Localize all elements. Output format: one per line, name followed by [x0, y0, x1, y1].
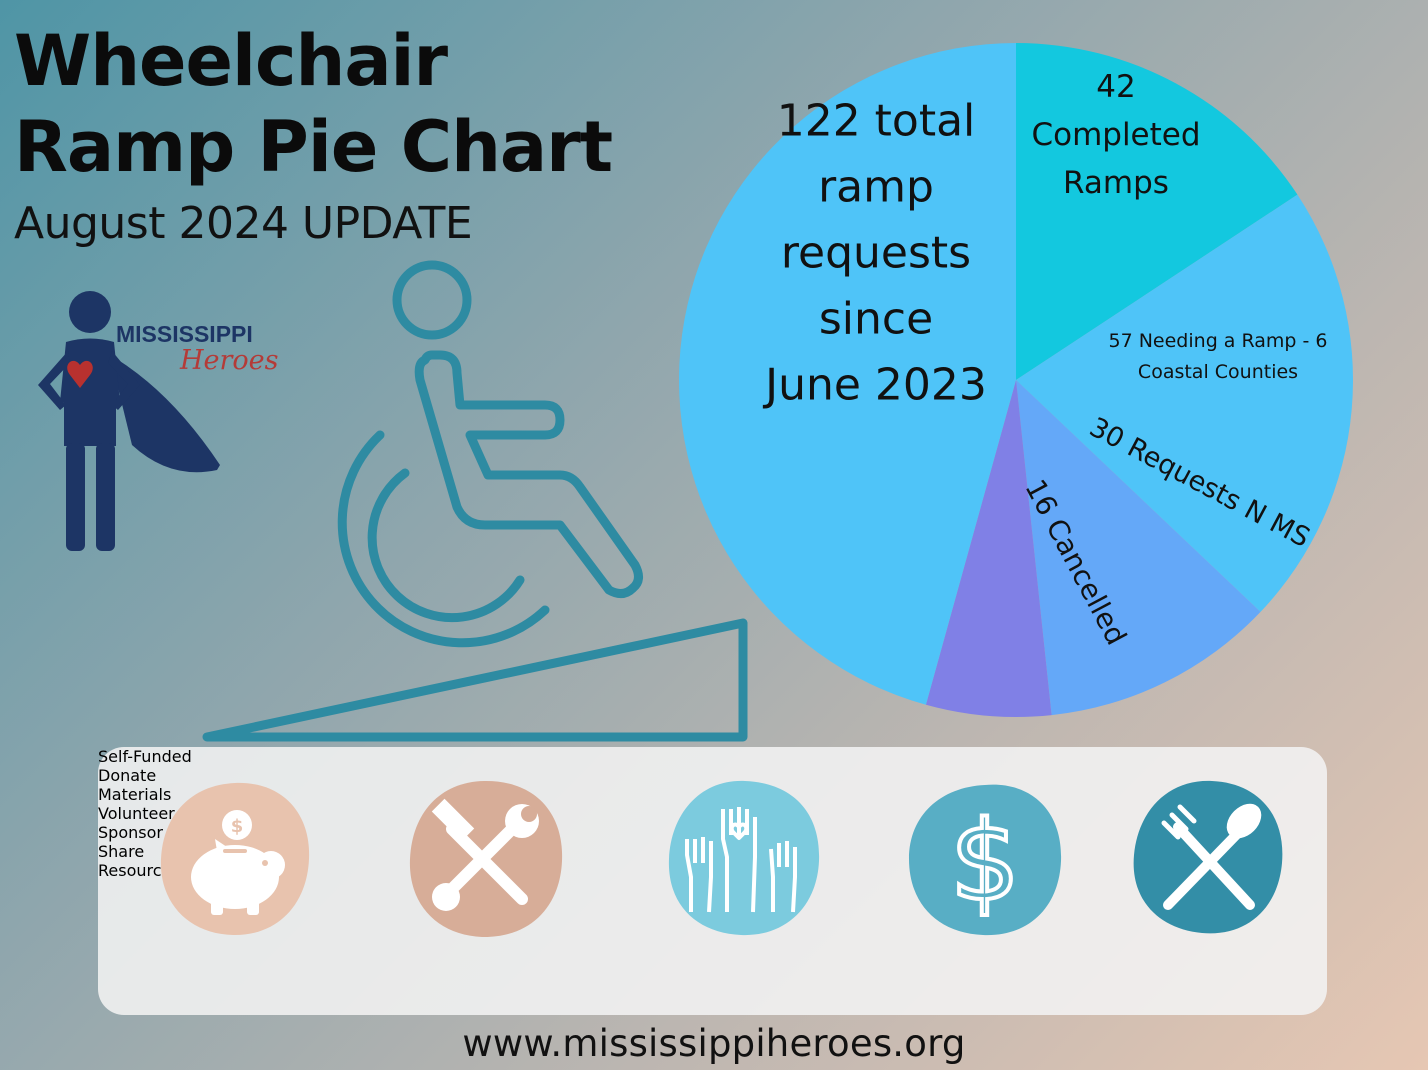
- pie-label-1: 57 Needing a Ramp - 6 Coastal Counties: [1109, 330, 1328, 383]
- pie-chart: 42 Completed Ramps 57 Needing a Ramp - 6 Coa…: [676, 42, 1356, 722]
- pie-label-line: Coastal Counties: [1138, 361, 1298, 383]
- svg-text:$: $: [230, 816, 243, 837]
- pie-label-line: 57 Needing a Ramp - 6: [1109, 330, 1328, 352]
- raised-hands-icon: [661, 777, 826, 942]
- option-self-funded[interactable]: $: [125, 777, 345, 942]
- fork-spoon-icon: [1126, 777, 1291, 942]
- website-url[interactable]: www.mississippiheroes.org: [462, 1022, 966, 1065]
- option-label-donate: Donate: [98, 766, 157, 785]
- pie-label-4: 122 total ramp requests since June 2023: [762, 95, 987, 410]
- option-label-share: Share: [98, 842, 145, 861]
- pie-label-line: requests: [781, 227, 971, 278]
- pie-label-line: June 2023: [762, 359, 987, 410]
- pie-label-line: 122 total: [777, 95, 976, 146]
- option-donate-materials[interactable]: [376, 777, 596, 942]
- logo-brand-script: Heroes: [180, 345, 279, 376]
- wheelchair-ramp-icon: [195, 255, 760, 755]
- piggy-bank-icon: $: [153, 777, 318, 942]
- pie-label-line: Ramps: [1063, 165, 1169, 201]
- pie-label-line: Completed: [1031, 117, 1200, 153]
- page-title: Wheelchair Ramp Pie Chart: [14, 18, 613, 190]
- title-line-2: Ramp Pie Chart: [14, 106, 613, 188]
- option-share-resources[interactable]: [1098, 777, 1318, 942]
- support-options-panel: $: [98, 747, 1327, 1015]
- pie-label-line: ramp: [818, 161, 934, 212]
- option-label-resources: Resources: [98, 861, 180, 880]
- pie-label-line: since: [819, 293, 933, 344]
- pie-slice-1: [1016, 194, 1353, 612]
- title-line-1: Wheelchair: [14, 20, 448, 102]
- pie-label-line: 42: [1096, 69, 1135, 105]
- pie-slice-0: [1016, 43, 1298, 380]
- pie-slice-2: [1016, 380, 1261, 716]
- option-sponsor[interactable]: $: [875, 777, 1095, 942]
- option-label-sponsor: Sponsor: [98, 823, 163, 842]
- pie-chart-svg: 42 Completed Ramps 57 Needing a Ramp - 6 Coa…: [678, 43, 1353, 717]
- option-volunteer[interactable]: [633, 777, 853, 942]
- pie-slice-3: [925, 380, 1052, 717]
- mississippi-heroes-logo: MISSISSIPPI Heroes: [20, 285, 290, 565]
- option-label-volunteer: Volunteer: [98, 804, 175, 823]
- svg-text:$: $: [950, 797, 1020, 925]
- pie-label-0: 42 Completed Ramps: [1031, 69, 1200, 201]
- pie-slice-4: [678, 43, 1016, 705]
- dollar-icon: $: [903, 777, 1068, 942]
- page-subtitle: August 2024 UPDATE: [14, 198, 473, 249]
- option-label-self-funded: Self-Funded: [98, 747, 192, 766]
- option-label-materials: Materials: [98, 785, 172, 804]
- logo-brand-name: MISSISSIPPI: [116, 321, 253, 347]
- tools-icon: [404, 777, 569, 942]
- superhero-icon: [38, 291, 220, 551]
